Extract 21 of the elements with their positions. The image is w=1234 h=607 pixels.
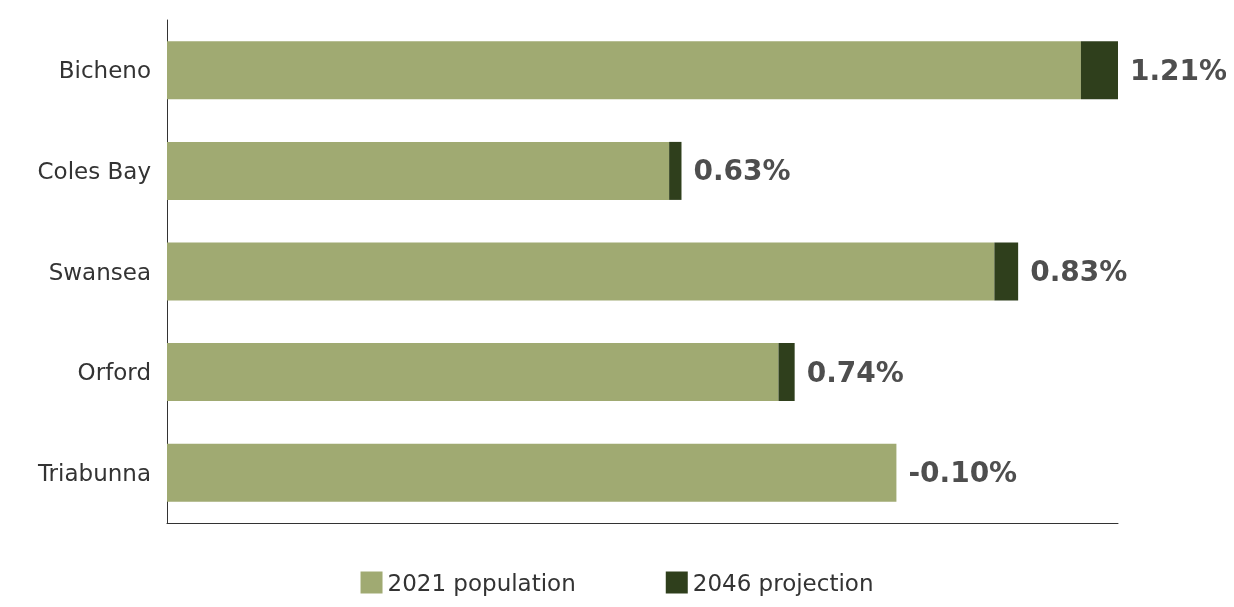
- legend-label: 2046 projection: [692, 569, 874, 596]
- bar: [167, 141, 670, 200]
- annotation: -0.10%: [908, 456, 1018, 490]
- annotation: 0.74%: [806, 355, 904, 389]
- y-tick-label: Coles Bay: [37, 157, 151, 184]
- y-tick-label: Triabunna: [36, 459, 151, 486]
- annotation: 1.21%: [1130, 53, 1228, 87]
- y-tick-label: Bicheno: [58, 57, 151, 84]
- bar: [167, 443, 897, 502]
- bar: [167, 242, 995, 301]
- y-tick-label: Swansea: [48, 258, 151, 285]
- annotation: 0.63%: [693, 154, 791, 188]
- bar: [994, 242, 1019, 301]
- annotation: 0.83%: [1030, 255, 1128, 288]
- y-tick-label: Orford: [77, 359, 151, 386]
- bar: [1080, 41, 1118, 100]
- bar: [167, 41, 1081, 100]
- bar: [669, 141, 682, 200]
- legend-label: 2021 population: [387, 569, 576, 596]
- bar: [167, 343, 779, 402]
- bar: [778, 343, 795, 402]
